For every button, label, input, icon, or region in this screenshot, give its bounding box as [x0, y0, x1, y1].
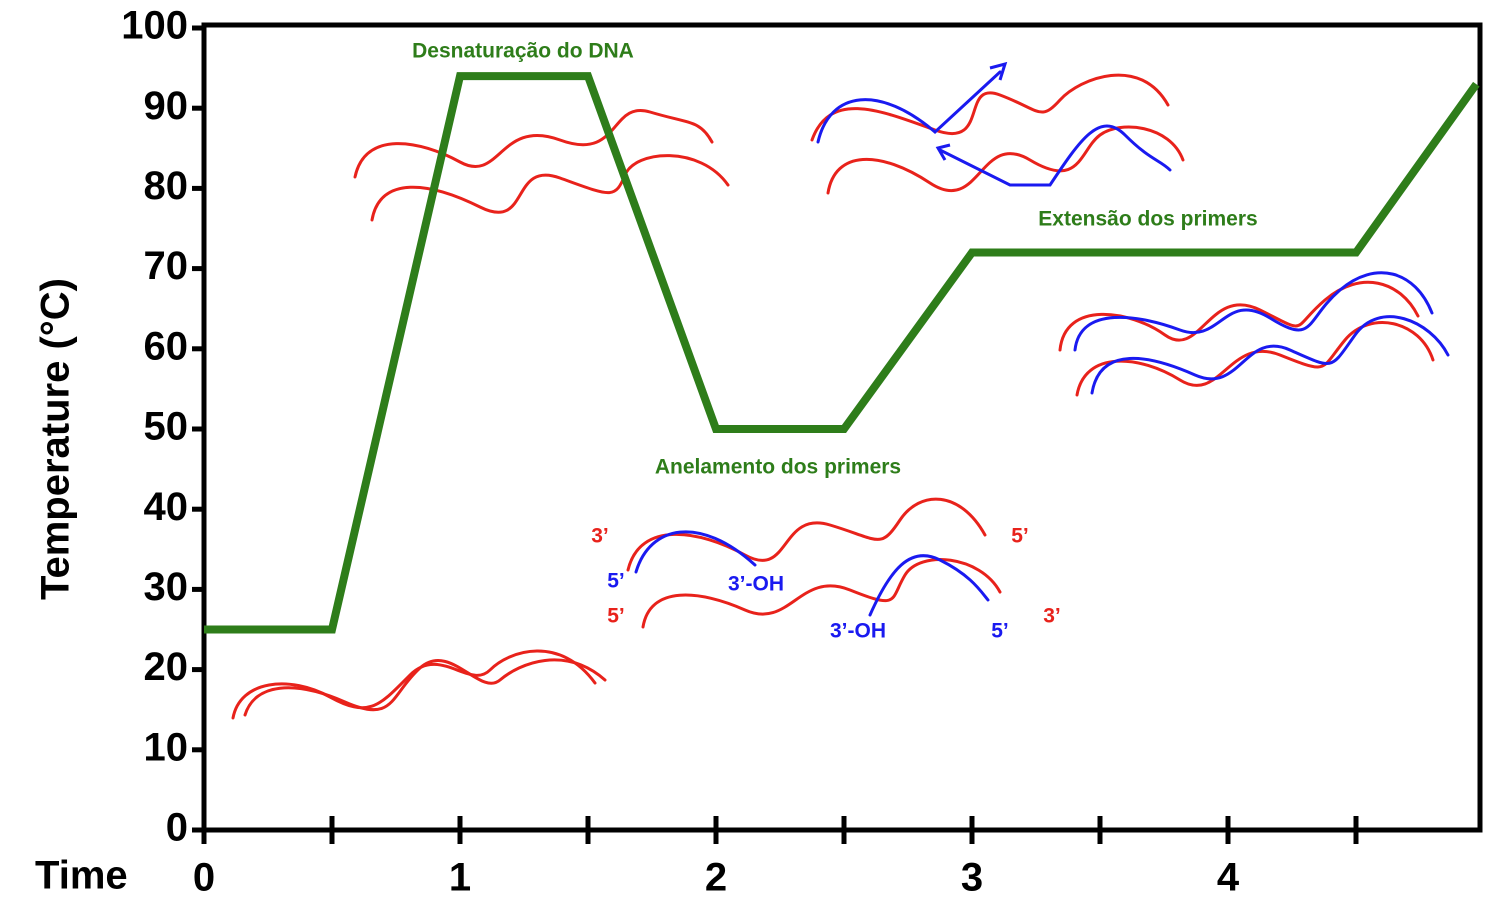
plot-frame: [201, 22, 1483, 833]
y-tick-label: 60: [144, 324, 189, 368]
annotation: 5’: [991, 620, 1009, 643]
dna-primer: [634, 530, 757, 574]
y-tick-label: 50: [144, 405, 189, 449]
x-tick-label: 4: [1217, 856, 1240, 899]
annotation: Desnaturação do DNA: [412, 40, 634, 63]
y-tick-label: 20: [144, 645, 189, 689]
y-tick-label: 30: [144, 565, 189, 609]
dna-primer: [868, 554, 990, 617]
arrow-head: [935, 143, 951, 161]
dna-strand: [243, 658, 607, 717]
y-axis-label: Temperature (°C): [34, 278, 78, 600]
x-tick-label: 3: [961, 856, 983, 899]
dna-strands: [231, 61, 1450, 720]
y-tick-label: 100: [121, 4, 188, 48]
dna-primer: [816, 70, 1002, 144]
annotation: 5’: [607, 605, 625, 628]
y-tick-label: 80: [144, 164, 189, 208]
temperature-line: [204, 72, 1480, 634]
x-tick-label: 0: [193, 856, 215, 899]
dna-strand: [641, 558, 1002, 629]
y-tick-label: 90: [144, 84, 189, 128]
dna-strand: [810, 73, 1170, 142]
dna-strand: [353, 108, 714, 179]
annotation: 3’: [591, 525, 609, 548]
x-axis-label: Time: [35, 854, 128, 898]
dna-primer: [1090, 315, 1450, 395]
annotation: 3’-OH: [830, 620, 886, 643]
annotation: 3’: [1043, 605, 1061, 628]
y-tick-label: 70: [144, 244, 189, 288]
annotation: 5’: [607, 570, 625, 593]
dna-primer: [938, 124, 1172, 187]
dna-primer: [1073, 271, 1434, 352]
annotation: 5’: [1011, 525, 1029, 548]
x-tick-label: 1: [449, 856, 471, 899]
dna-strand: [626, 497, 987, 572]
dna-strand: [1075, 321, 1435, 397]
y-tick-label: 10: [144, 725, 189, 769]
y-tick-label: 40: [144, 485, 189, 529]
x-tick-label: 2: [705, 856, 727, 899]
arrow-head: [989, 61, 1008, 81]
y-tick-label: 0: [166, 806, 188, 850]
annotation: Extensão dos primers: [1038, 208, 1257, 231]
annotation: Anelamento dos primers: [655, 456, 901, 479]
dna-strand: [231, 649, 597, 720]
annotation: 3’-OH: [728, 573, 784, 596]
